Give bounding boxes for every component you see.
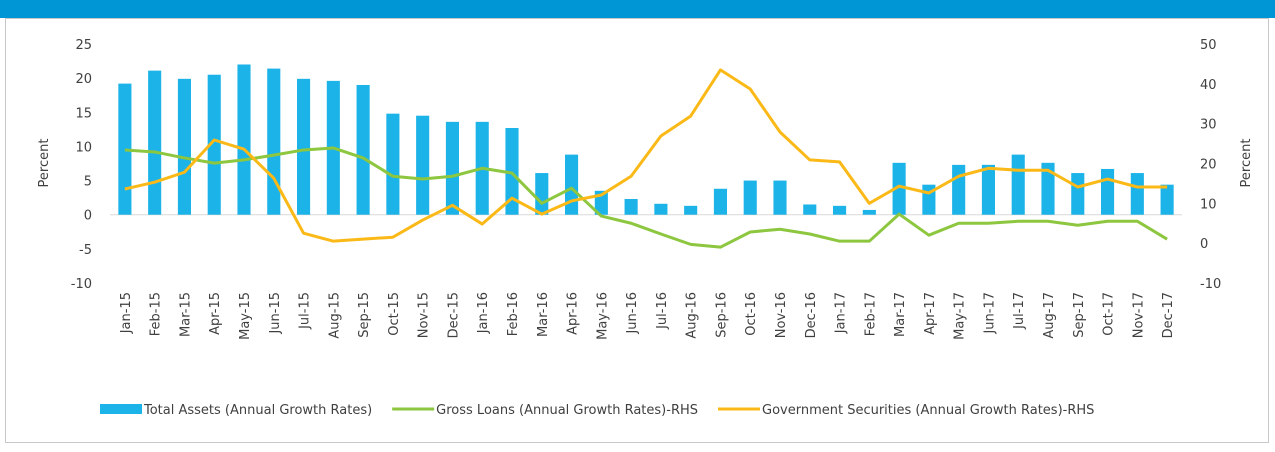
bar bbox=[862, 209, 876, 215]
x-tick-label: Apr-15 bbox=[208, 292, 223, 335]
frame bbox=[5, 18, 1269, 443]
header-bar bbox=[0, 0, 1275, 18]
x-tick-label: Dec-16 bbox=[804, 292, 819, 338]
x-tick-label: Nov-15 bbox=[417, 292, 432, 338]
x-tick-label: Jan-17 bbox=[834, 292, 849, 334]
y-tick-label: 20 bbox=[75, 72, 92, 87]
y2-tick-label: 30 bbox=[1200, 118, 1217, 133]
x-tick-label: May-17 bbox=[953, 292, 968, 340]
bar bbox=[624, 199, 638, 215]
bar bbox=[1160, 184, 1174, 215]
bar bbox=[743, 180, 757, 215]
x-tick-label: Jun-15 bbox=[268, 292, 283, 335]
bar bbox=[1041, 162, 1055, 215]
x-tick-label: Oct-17 bbox=[1102, 292, 1117, 336]
x-tick-label: Apr-17 bbox=[923, 292, 938, 335]
x-tick-label: Sep-15 bbox=[357, 292, 372, 338]
y2-tick-label: 20 bbox=[1200, 158, 1217, 173]
legend-label: Total Assets (Annual Growth Rates) bbox=[143, 403, 372, 418]
y-tick-label: 10 bbox=[75, 140, 92, 155]
y2-tick-label: 40 bbox=[1200, 78, 1217, 93]
x-tick-label: Nov-16 bbox=[774, 292, 789, 338]
line bbox=[124, 68, 1168, 243]
bar bbox=[1011, 154, 1025, 215]
bar bbox=[565, 154, 579, 215]
x-tick-label: Mar-17 bbox=[893, 292, 908, 337]
bar bbox=[505, 127, 519, 215]
x-tick-label: Feb-17 bbox=[863, 292, 878, 336]
x-tick-label: May-15 bbox=[238, 292, 253, 340]
bar bbox=[833, 205, 847, 215]
y2-tick-label: 50 bbox=[1200, 38, 1217, 53]
bar bbox=[684, 205, 698, 215]
bar bbox=[952, 164, 966, 215]
bar bbox=[713, 188, 727, 215]
bar bbox=[803, 204, 817, 215]
y-tick-label: 25 bbox=[75, 38, 92, 53]
x-tick-label: Sep-17 bbox=[1072, 292, 1087, 338]
y2-tick-label: -10 bbox=[1200, 277, 1221, 292]
bar bbox=[654, 203, 668, 215]
x-tick-label: Jan-15 bbox=[119, 292, 134, 334]
legend-label: Government Securities (Annual Growth Rat… bbox=[762, 403, 1094, 418]
y-tick-label: 0 bbox=[84, 209, 92, 224]
bar bbox=[386, 113, 400, 215]
y-tick-label: 15 bbox=[75, 106, 92, 121]
x-tick-label: Jul-15 bbox=[298, 292, 313, 330]
bar bbox=[535, 173, 549, 215]
y-tick-label: -10 bbox=[71, 277, 92, 292]
bar bbox=[177, 78, 191, 215]
x-tick-label: Dec-15 bbox=[446, 292, 461, 338]
x-tick-label: Jul-17 bbox=[1012, 292, 1027, 330]
x-tick-label: Mar-16 bbox=[536, 292, 551, 337]
y2-tick-label: 10 bbox=[1200, 197, 1217, 212]
y-tick-label: -5 bbox=[79, 243, 92, 258]
bar bbox=[267, 68, 281, 215]
bar bbox=[356, 84, 370, 215]
bar bbox=[148, 70, 162, 215]
bar bbox=[1130, 173, 1144, 215]
x-tick-label: Apr-16 bbox=[566, 292, 581, 335]
x-tick-label: Jun-17 bbox=[982, 292, 997, 335]
x-tick-label: Dec-17 bbox=[1161, 292, 1176, 338]
bar bbox=[207, 74, 221, 215]
y2-axis-label: Percent bbox=[1239, 139, 1254, 188]
bar bbox=[1071, 173, 1085, 215]
x-tick-label: Aug-17 bbox=[1042, 292, 1057, 339]
bar bbox=[892, 162, 906, 215]
y-axis-label: Percent bbox=[37, 139, 52, 188]
bar bbox=[981, 164, 995, 215]
x-tick-label: Feb-16 bbox=[506, 292, 521, 336]
x-tick-label: May-16 bbox=[595, 292, 610, 340]
x-tick-label: Oct-15 bbox=[387, 292, 402, 336]
x-tick-label: Mar-15 bbox=[178, 292, 193, 337]
x-tick-label: Nov-17 bbox=[1131, 292, 1146, 338]
bar bbox=[297, 78, 311, 215]
y2-tick-label: 0 bbox=[1200, 237, 1208, 252]
x-tick-label: Aug-15 bbox=[327, 292, 342, 339]
bar bbox=[237, 64, 251, 215]
x-tick-label: Aug-16 bbox=[685, 292, 700, 339]
bar bbox=[1101, 168, 1115, 215]
legend-label: Gross Loans (Annual Growth Rates)-RHS bbox=[436, 403, 698, 418]
bar bbox=[416, 115, 430, 215]
y-tick-label: 5 bbox=[84, 175, 92, 190]
x-tick-label: Jan-16 bbox=[476, 292, 491, 334]
legend-swatch bbox=[100, 404, 142, 414]
x-tick-label: Jun-16 bbox=[625, 292, 640, 335]
x-tick-label: Oct-16 bbox=[744, 292, 759, 336]
x-tick-label: Feb-15 bbox=[149, 292, 164, 336]
x-tick-label: Sep-16 bbox=[714, 292, 729, 338]
bar bbox=[118, 83, 132, 215]
bar bbox=[773, 180, 787, 215]
bar bbox=[445, 121, 459, 215]
line bbox=[124, 146, 1168, 249]
x-tick-label: Jul-16 bbox=[655, 292, 670, 330]
